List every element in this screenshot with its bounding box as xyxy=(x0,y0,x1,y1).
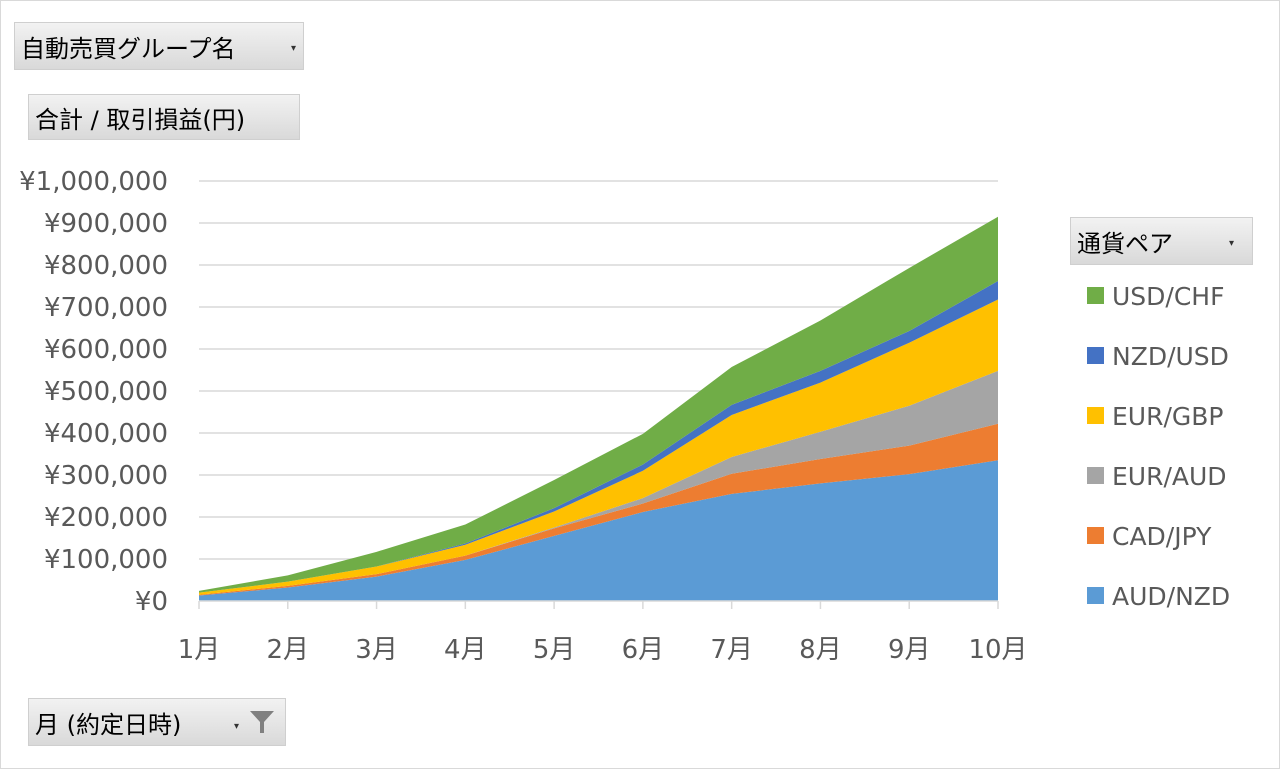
month-filter-button[interactable]: 月 (約定日時) ▾ xyxy=(28,698,286,746)
y-tick-label: ¥900,000 xyxy=(44,209,168,239)
month-filter-label: 月 (約定日時) xyxy=(35,710,182,739)
x-tick-label: 2月 xyxy=(267,635,310,665)
value-field-button[interactable]: 合計 / 取引損益(円) xyxy=(28,94,300,140)
legend-swatch xyxy=(1087,287,1104,304)
legend-label: USD/CHF xyxy=(1112,282,1224,311)
legend: USD/CHF NZD/USD EUR/GBP EUR/AUD CAD/JPY AUD/N… xyxy=(1087,282,1230,611)
legend-swatch xyxy=(1087,587,1104,604)
area-aud-nzd xyxy=(199,460,998,601)
x-tick-label: 5月 xyxy=(533,635,576,665)
y-tick-label: ¥600,000 xyxy=(44,335,168,365)
y-tick-label: ¥800,000 xyxy=(44,251,168,281)
x-tick-label: 1月 xyxy=(178,635,221,665)
y-tick-label: ¥400,000 xyxy=(44,419,168,449)
value-field-label: 合計 / 取引損益(円) xyxy=(35,105,246,134)
legend-label: CAD/JPY xyxy=(1112,522,1212,551)
legend-swatch xyxy=(1087,527,1104,544)
y-tick-label: ¥100,000 xyxy=(44,545,168,575)
dropdown-arrow-icon: ▾ xyxy=(234,721,240,732)
y-tick-label: ¥500,000 xyxy=(44,377,168,407)
axes xyxy=(198,600,999,609)
group-filter-button[interactable]: 自動売買グループ名 ▾ xyxy=(14,22,304,70)
y-tick-label: ¥200,000 xyxy=(44,503,168,533)
legend-label: AUD/NZD xyxy=(1112,582,1230,611)
x-tick-label: 3月 xyxy=(355,635,398,665)
x-tick-label: 7月 xyxy=(710,635,753,665)
x-tick-label: 4月 xyxy=(444,635,487,665)
area-cad-jpy xyxy=(199,423,998,596)
x-axis-tick-labels: 1月 2月 3月 4月 5月 6月 7月 8月 9月 10月 xyxy=(178,635,1028,665)
filter-funnel-icon xyxy=(250,711,274,733)
legend-label: EUR/GBP xyxy=(1112,402,1224,431)
legend-label: NZD/USD xyxy=(1112,342,1229,371)
dropdown-arrow-icon: ▾ xyxy=(1229,238,1235,249)
x-tick-label: 8月 xyxy=(799,635,842,665)
currency-pair-filter-button[interactable]: 通貨ペア ▾ xyxy=(1070,217,1253,265)
x-tick-label: 6月 xyxy=(622,635,665,665)
legend-swatch xyxy=(1087,467,1104,484)
y-tick-label: ¥1,000,000 xyxy=(19,167,168,197)
x-tick-label: 9月 xyxy=(888,635,931,665)
area-series xyxy=(199,216,998,601)
y-tick-label: ¥300,000 xyxy=(44,461,168,491)
legend-swatch xyxy=(1087,407,1104,424)
group-filter-label: 自動売買グループ名 xyxy=(21,34,236,63)
currency-pair-filter-label: 通貨ペア xyxy=(1077,229,1173,258)
x-tick-label: 10月 xyxy=(968,635,1027,665)
dropdown-arrow-icon: ▾ xyxy=(291,43,297,54)
y-axis-tick-labels: ¥0 ¥100,000 ¥200,000 ¥300,000 ¥400,000 ¥500,0… xyxy=(19,167,168,617)
y-tick-label: ¥0 xyxy=(135,587,168,617)
y-tick-label: ¥700,000 xyxy=(44,293,168,323)
legend-label: EUR/AUD xyxy=(1112,462,1227,491)
legend-swatch xyxy=(1087,347,1104,364)
